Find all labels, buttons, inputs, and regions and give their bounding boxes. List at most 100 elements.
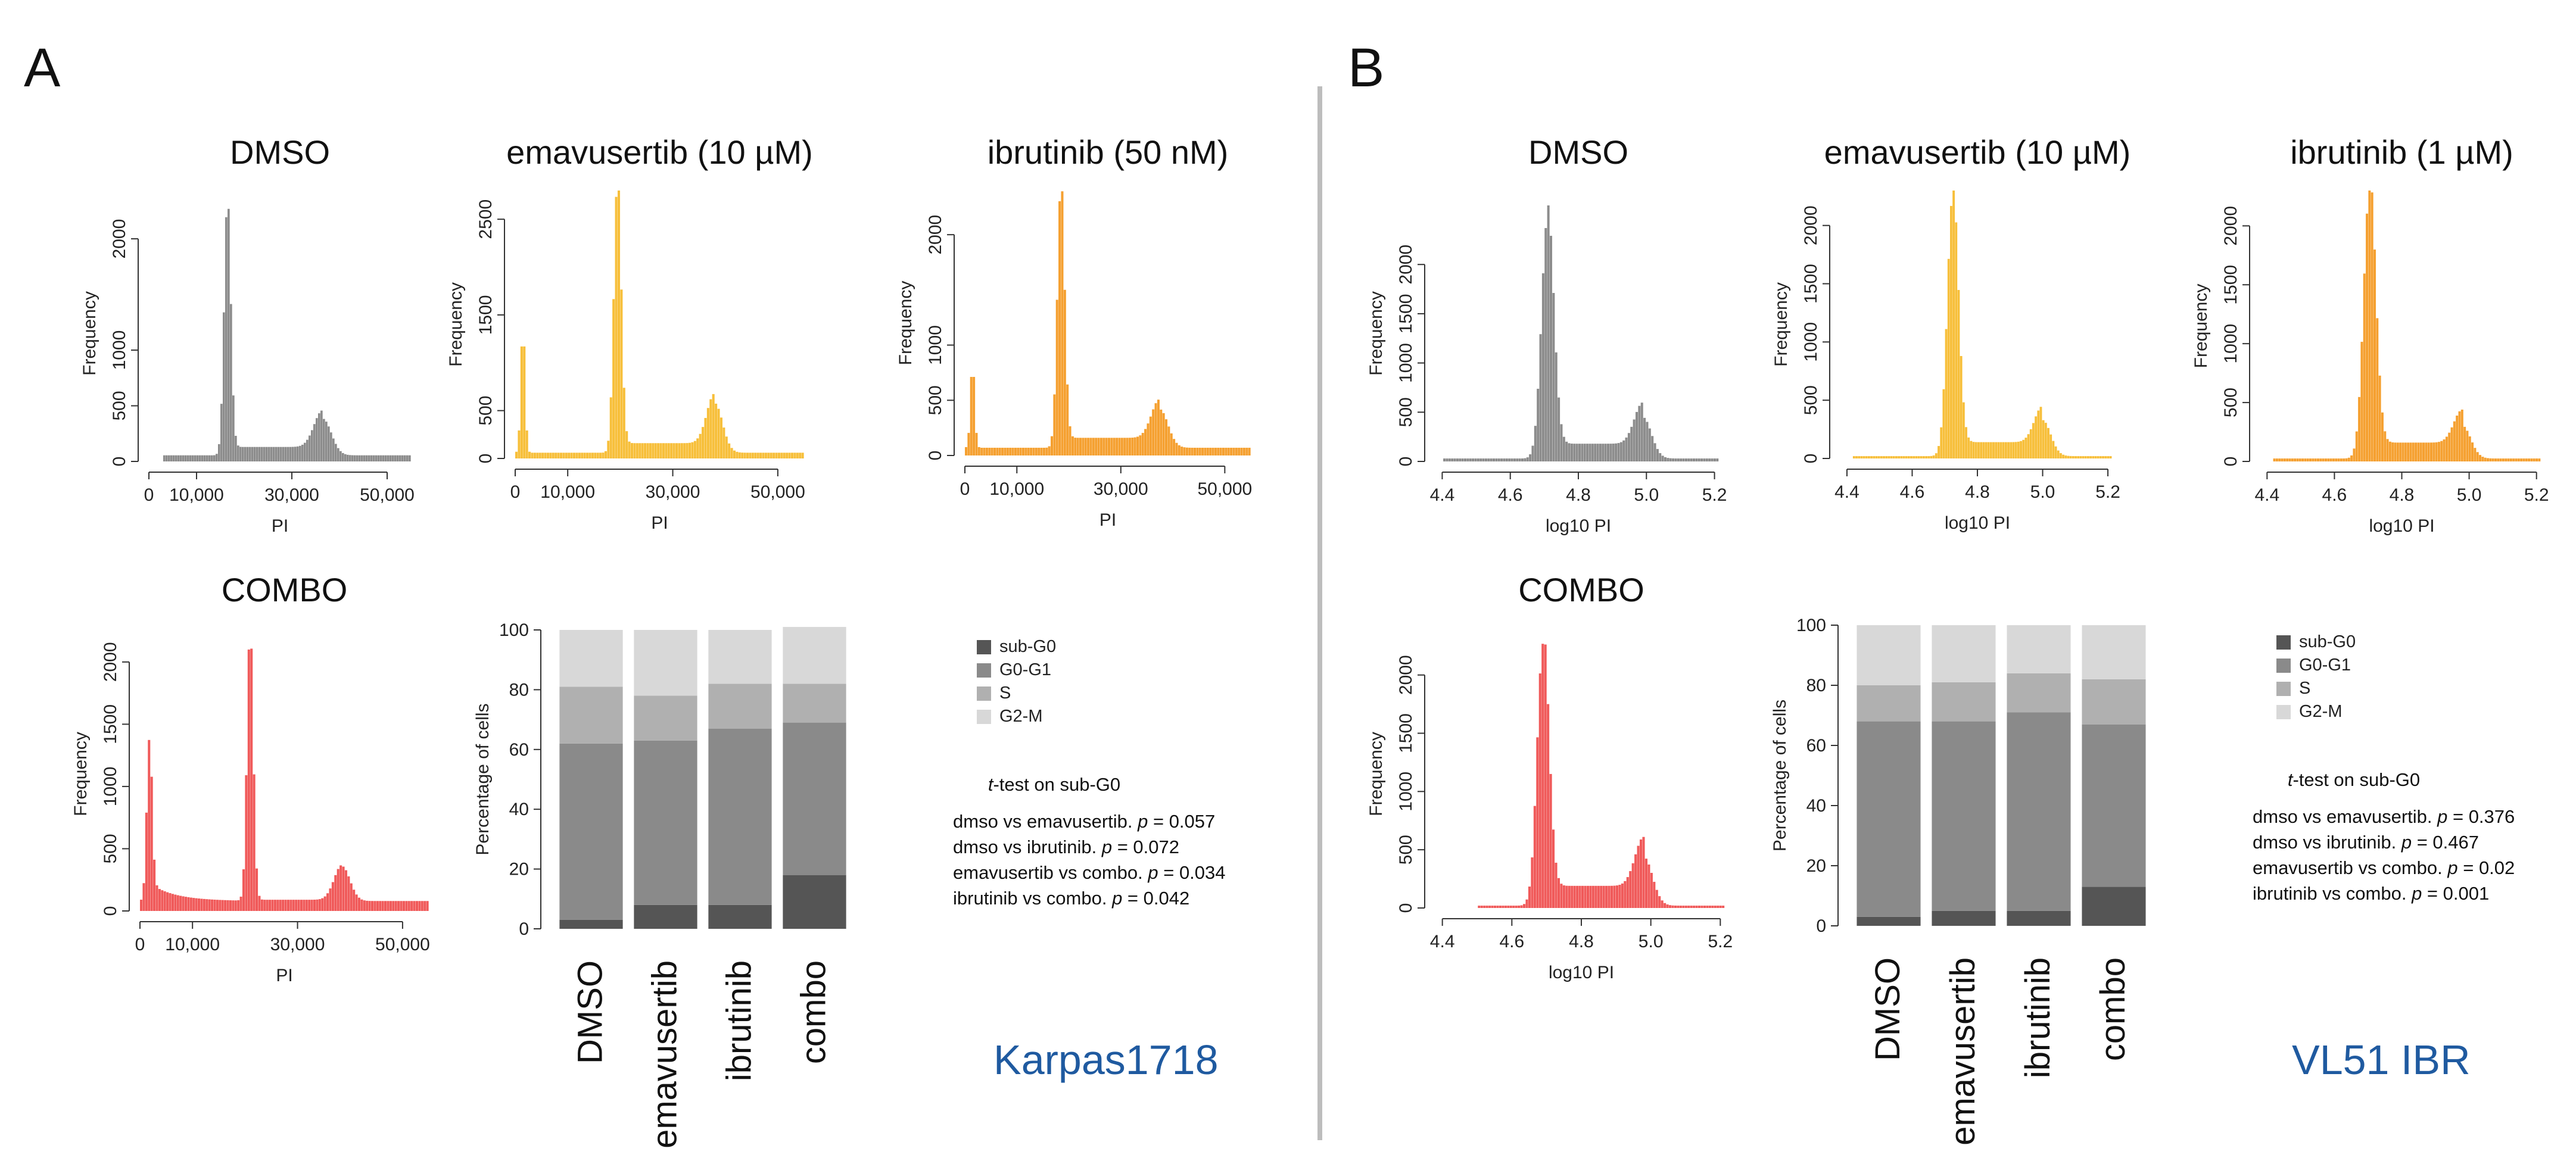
histogram-bar: [1089, 438, 1092, 455]
histogram-bar: [2458, 411, 2461, 461]
histogram-bar: [2427, 442, 2430, 461]
histogram-bar: [1055, 299, 1058, 455]
stats-p-value: = 0.467: [2412, 832, 2479, 853]
histogram-bar: [2515, 458, 2518, 461]
histogram-bar: [557, 453, 560, 458]
stats-line: emavusertib vs combo. p = 0.034: [953, 862, 1226, 883]
histogram-bar: [2460, 409, 2463, 461]
histogram-bar: [985, 448, 988, 455]
histogram-bar: [1877, 456, 1880, 458]
histogram-bar: [988, 448, 991, 455]
histogram-bar: [965, 447, 968, 455]
histogram-bar: [1484, 458, 1487, 461]
histogram-bar: [1642, 837, 1645, 908]
histogram-bar: [1873, 456, 1876, 458]
x-tick-label: 0: [135, 935, 145, 954]
histogram-bar: [1510, 458, 1513, 461]
histogram-bar: [1209, 448, 1212, 455]
histogram-bar: [356, 455, 359, 461]
histogram-bar: [1655, 890, 1658, 908]
histogram-bar: [2484, 457, 2487, 461]
histogram-bar: [1967, 437, 1970, 458]
histogram-bar: [2456, 416, 2459, 461]
x-tick-label: 5.2: [2095, 482, 2120, 502]
histogram-bar: [1483, 906, 1486, 908]
histogram-bar: [1705, 458, 1708, 461]
histogram-bar: [706, 408, 709, 458]
histogram-bar: [1664, 903, 1667, 908]
histogram-bar: [1061, 191, 1064, 455]
histogram-bar: [2440, 441, 2443, 461]
histogram-bar: [693, 441, 696, 458]
x-tick-label: 5.0: [1634, 485, 1659, 505]
histogram-bar: [1160, 409, 1163, 455]
histogram-b-2: emavusertib (10 µM) 0 500 1000 1500 2000 Frequ…: [1771, 133, 2130, 533]
histogram-bar: [1930, 455, 1933, 458]
histogram-bar: [1970, 441, 1973, 458]
histogram-bar: [269, 900, 272, 911]
histogram-bar: [1001, 448, 1004, 455]
x-tick-label: 0: [960, 479, 970, 499]
histogram-bar: [998, 448, 1001, 455]
histogram-bar: [2017, 441, 2020, 458]
histogram-bar: [709, 399, 712, 458]
histogram-bar: [1868, 456, 1870, 458]
histogram-bar: [170, 455, 173, 461]
histogram-bar: [370, 455, 373, 461]
y-tick-label: 100: [1796, 616, 1826, 635]
histogram-bar: [1568, 443, 1571, 461]
histogram-bar: [1496, 906, 1499, 908]
histogram-bar: [2391, 442, 2394, 461]
stats-title-rest: -test on sub-G0: [2292, 769, 2420, 790]
stacked-segment-s: [1932, 682, 1996, 722]
histogram-bar: [702, 427, 705, 458]
histogram-bar: [1965, 427, 1967, 458]
histogram-bar: [1066, 384, 1069, 455]
histogram-bar: [271, 900, 274, 911]
histogram-bar: [385, 455, 387, 461]
x-tick-label: 4.6: [1900, 482, 1925, 502]
histogram-bar: [1235, 448, 1238, 455]
histogram-bar: [565, 453, 568, 458]
histogram-bar: [646, 443, 649, 458]
histogram-bar: [174, 894, 177, 911]
histogram-bar: [717, 408, 720, 458]
stats-title: t-test on sub-G0: [2288, 769, 2420, 790]
histogram-bar: [1491, 906, 1494, 908]
histogram-bar: [213, 900, 216, 911]
histogram-bar: [2471, 442, 2474, 461]
histogram-bar: [1885, 456, 1888, 458]
legend-label: sub-G0: [999, 637, 1056, 656]
histogram-bar: [1082, 438, 1085, 455]
histogram-bar: [675, 443, 678, 458]
histogram-bar: [226, 900, 229, 911]
legend-swatch: [977, 686, 991, 701]
y-tick-label: 2000: [110, 219, 129, 259]
histogram-bar: [1677, 458, 1680, 461]
histogram-bar: [2084, 456, 2087, 458]
histogram-bar: [2079, 456, 2082, 458]
x-axis-label: PI: [272, 516, 288, 536]
legend-label: G2-M: [999, 707, 1043, 726]
histogram-bar: [607, 441, 610, 458]
histogram-bar: [1706, 906, 1709, 908]
y-tick-label: 1500: [1801, 264, 1821, 304]
histogram-bar: [342, 866, 345, 911]
stats-line: dmso vs ibrutinib. p = 0.072: [953, 837, 1179, 857]
histogram-bar: [1505, 458, 1508, 461]
x-tick-label: 10,000: [169, 485, 224, 505]
histogram-bar: [683, 443, 686, 458]
histogram-bar: [1464, 458, 1467, 461]
histogram-bar: [1485, 906, 1488, 908]
histogram-bar: [192, 455, 194, 461]
y-tick-label: 1500: [2221, 265, 2241, 305]
histogram-bar: [783, 453, 786, 458]
histogram-bar: [223, 312, 225, 461]
histogram-bar: [263, 447, 266, 461]
x-tick-label: 4.4: [2254, 485, 2279, 505]
x-tick-label: 4.4: [1430, 932, 1455, 951]
histogram-bar: [2069, 455, 2072, 458]
histogram-bar: [1035, 448, 1038, 455]
histogram-bar: [996, 448, 999, 455]
histogram-bar: [182, 455, 185, 461]
